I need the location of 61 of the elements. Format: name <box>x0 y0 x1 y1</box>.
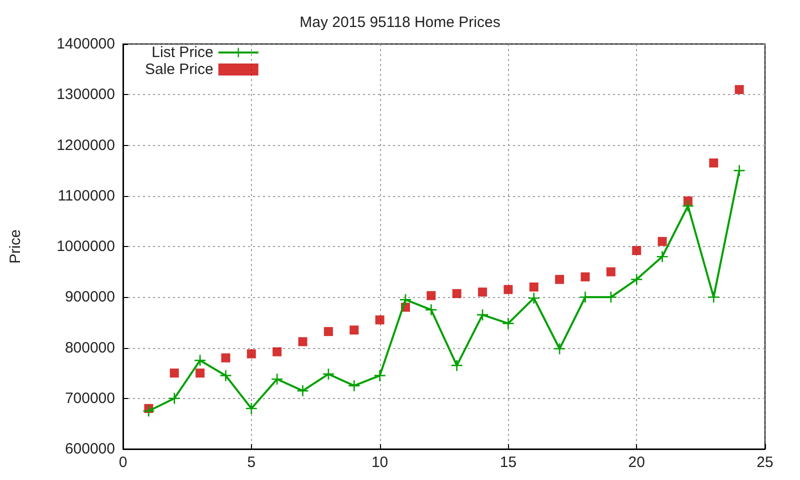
point <box>708 292 720 303</box>
point <box>246 403 257 414</box>
point <box>324 327 333 336</box>
y-tick-label: 800000 <box>64 339 115 356</box>
point <box>168 392 180 404</box>
point <box>734 85 744 94</box>
point <box>709 158 718 168</box>
point <box>580 272 590 282</box>
point <box>451 360 462 371</box>
y-tick-label: 1100000 <box>58 187 115 204</box>
x-tick-label: 10 <box>371 454 388 471</box>
point <box>143 406 154 417</box>
point <box>374 370 386 382</box>
point <box>555 274 564 284</box>
point <box>632 246 642 256</box>
y-tick-label: 600000 <box>64 440 115 458</box>
point <box>272 347 282 356</box>
y-axis-title: Price <box>7 229 24 264</box>
point <box>528 292 540 304</box>
point <box>452 289 462 298</box>
point <box>297 385 308 396</box>
point <box>170 368 179 378</box>
point <box>426 304 437 316</box>
chart-title: May 2015 95118 Home Prices <box>300 14 500 31</box>
point <box>656 251 668 262</box>
point <box>196 368 205 378</box>
point <box>350 326 359 335</box>
point <box>529 282 538 292</box>
x-tick-label: 5 <box>247 454 256 471</box>
point <box>348 380 360 392</box>
point <box>426 291 436 300</box>
y-tick-label: 1300000 <box>56 86 115 104</box>
y-tick-label: 1400000 <box>56 36 115 52</box>
point <box>220 370 232 382</box>
y-tick-label: 1200000 <box>56 136 115 154</box>
point <box>683 196 692 206</box>
point <box>658 236 667 246</box>
point <box>375 315 384 324</box>
point <box>502 318 514 329</box>
legend-label: Sale Price <box>144 61 214 78</box>
point <box>504 285 513 294</box>
point <box>400 294 411 306</box>
y-tick-label: 700000 <box>64 390 115 407</box>
point <box>194 354 206 366</box>
point <box>606 267 616 276</box>
point <box>734 165 745 176</box>
point <box>246 349 256 358</box>
legend-label: List Price <box>152 44 214 61</box>
point <box>478 288 488 297</box>
point <box>554 343 566 354</box>
x-tick-label: 15 <box>500 454 517 471</box>
y-tick-label: 900000 <box>64 288 115 306</box>
point <box>298 337 308 346</box>
point <box>272 374 283 385</box>
y-tick-label: 1000000 <box>56 238 115 255</box>
point <box>631 274 642 285</box>
point <box>477 309 488 320</box>
x-tick-label: 20 <box>628 454 645 471</box>
x-tick-label: 0 <box>118 454 128 471</box>
point <box>221 353 230 362</box>
x-tick-label: 25 <box>756 454 774 471</box>
